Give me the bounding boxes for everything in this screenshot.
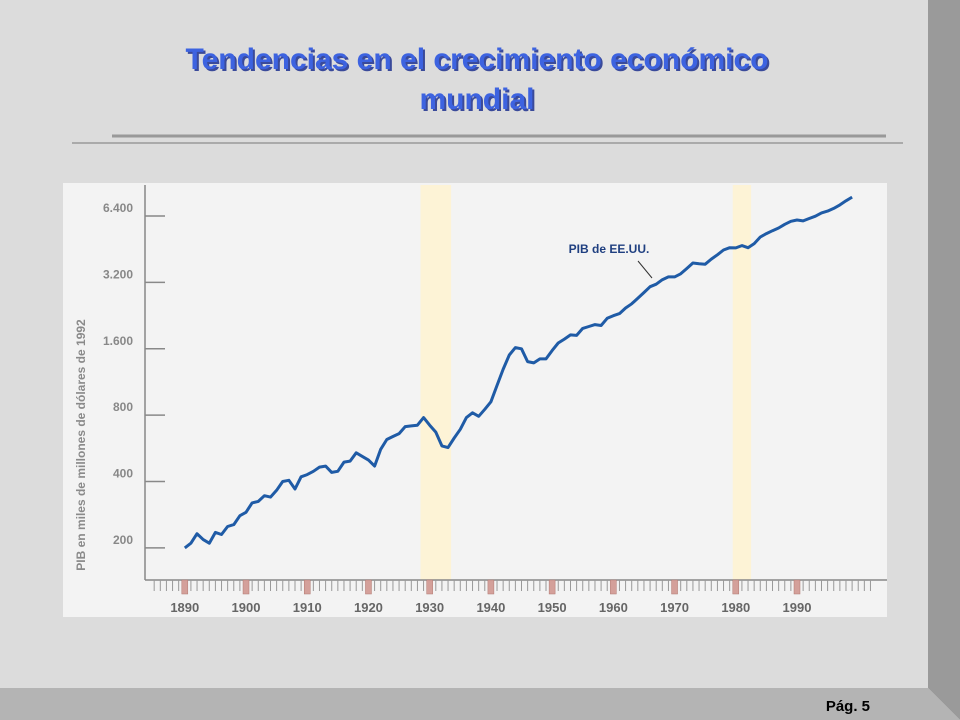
x-tick-label: 1940 xyxy=(476,600,505,615)
bevel-right xyxy=(928,0,960,720)
page-number: Pág. 5 xyxy=(826,698,870,715)
y-tick-label: 6.400 xyxy=(103,201,133,215)
x-tick xyxy=(793,579,801,595)
shaded-period xyxy=(732,185,752,580)
chart-title: Tendencias en el crecimiento económico mu… xyxy=(186,43,769,116)
x-tick-label: 1900 xyxy=(232,600,261,615)
x-tick xyxy=(548,579,556,595)
x-tick xyxy=(365,579,372,595)
x-tick-label: 1960 xyxy=(599,600,628,615)
x-tick xyxy=(671,579,678,595)
x-tick-label: 1980 xyxy=(721,600,750,615)
shaded-period xyxy=(420,185,452,580)
x-tick-label: 1970 xyxy=(660,600,689,615)
x-tick-label: 1930 xyxy=(415,600,444,615)
line-series xyxy=(183,195,853,550)
series-annotation: PIB de EE.UU. xyxy=(569,242,650,256)
x-tick xyxy=(487,579,495,595)
y-tick-label: 200 xyxy=(113,533,133,547)
x-tick-label: 1890 xyxy=(170,600,199,615)
annotation-leader xyxy=(637,260,653,279)
title-shadow: Tendencias en el crecimiento económico mu… xyxy=(188,45,771,118)
bevel-bottom xyxy=(0,688,960,720)
x-tick xyxy=(181,579,189,595)
y-tick-label: 3.200 xyxy=(103,267,133,281)
x-tick xyxy=(426,579,433,595)
y-tick-label: 800 xyxy=(113,400,133,414)
y-tick-label: 400 xyxy=(113,467,133,481)
x-tick xyxy=(610,579,617,595)
x-tick-label: 1920 xyxy=(354,600,383,615)
x-tick xyxy=(732,579,740,595)
x-tick-label: 1910 xyxy=(293,600,322,615)
y-tick-label: 1.600 xyxy=(103,334,133,348)
plot: 200 400 800 1.600 3.200 6.400 1890 1900 1910 1920… xyxy=(103,185,887,615)
x-tick-label: 1990 xyxy=(783,600,812,615)
x-tick-label: 1950 xyxy=(538,600,567,615)
x-tick xyxy=(242,579,250,595)
y-axis-label: PIB en miles de millones de dólares de 1… xyxy=(74,319,88,571)
x-tick xyxy=(303,579,311,595)
chart-panel xyxy=(63,183,887,617)
